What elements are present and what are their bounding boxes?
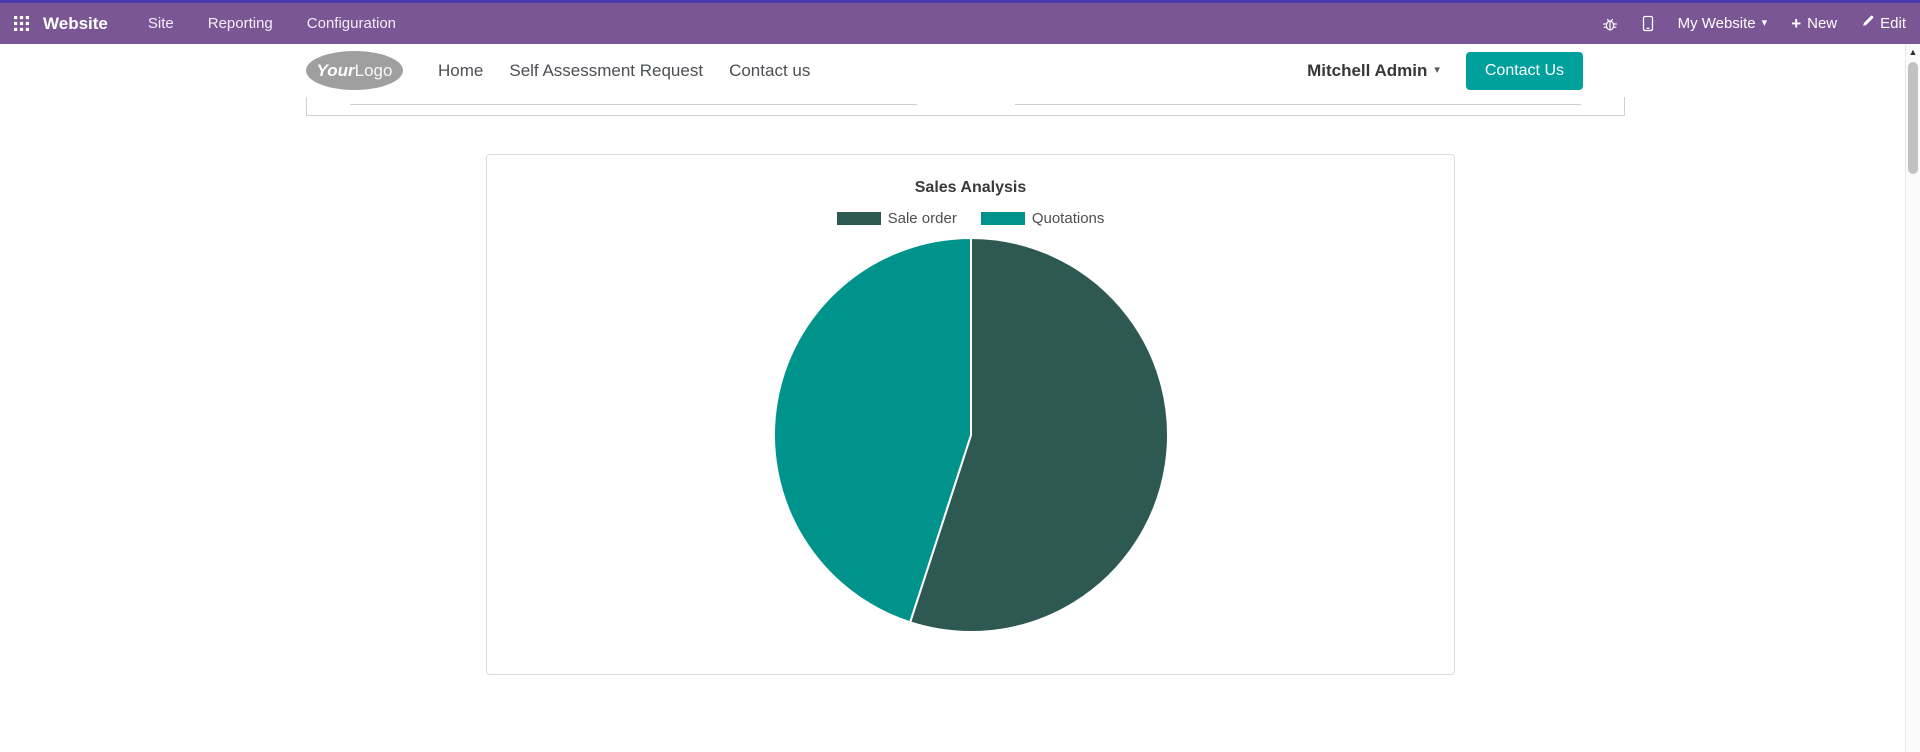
contact-us-button[interactable]: Contact Us	[1465, 51, 1583, 90]
website-header: Your Logo Home Self Assessment Request Co…	[0, 44, 1905, 97]
scrollbar-thumb[interactable]	[1908, 62, 1918, 174]
pencil-icon	[1861, 15, 1874, 32]
odoo-topbar: Website Site Reporting Configuration My …	[0, 0, 1920, 44]
chart-legend: Sale order Quotations	[487, 210, 1454, 227]
user-menu[interactable]: Mitchell Admin ▾	[1307, 61, 1440, 81]
nav-contact-us[interactable]: Contact us	[729, 60, 811, 80]
legend-item-quotations[interactable]: Quotations	[980, 210, 1105, 227]
website-switcher-label: My Website	[1677, 15, 1756, 32]
topbar-right: My Website ▾ + New Edit	[1602, 15, 1906, 32]
pie-slice-sale-order[interactable]	[908, 237, 1169, 633]
new-button[interactable]: + New	[1791, 15, 1837, 32]
menu-configuration[interactable]: Configuration	[306, 15, 397, 32]
pie-chart	[772, 237, 1169, 633]
app-brand[interactable]: Website	[43, 13, 108, 33]
nav-self-assessment-request[interactable]: Self Assessment Request	[509, 60, 704, 80]
header-right: Mitchell Admin ▾ Contact Us	[1307, 44, 1583, 97]
website-switcher[interactable]: My Website ▾	[1678, 15, 1768, 32]
edit-button[interactable]: Edit	[1861, 15, 1906, 32]
scrolled-form-remnant	[306, 97, 1625, 116]
logo-text-secondary: Logo	[354, 60, 393, 80]
legend-swatch-sale-order	[836, 212, 881, 225]
chart-title: Sales Analysis	[914, 179, 1027, 196]
site-nav: Home Self Assessment Request Contact us	[438, 44, 810, 97]
site-logo[interactable]: Your Logo	[306, 51, 403, 90]
new-button-label: New	[1807, 15, 1838, 32]
legend-swatch-quotations	[980, 212, 1025, 225]
vertical-scrollbar[interactable]: ▲	[1905, 44, 1920, 752]
topbar-menu: Site Reporting Configuration	[148, 15, 396, 32]
legend-item-sale-order[interactable]: Sale order	[836, 210, 957, 227]
sales-analysis-card: Sales Analysis Sale order Quotations	[486, 154, 1455, 675]
scroll-up-button[interactable]: ▲	[1906, 44, 1920, 60]
chevron-down-icon: ▾	[1434, 64, 1440, 76]
user-name: Mitchell Admin	[1307, 60, 1428, 80]
menu-site[interactable]: Site	[147, 15, 174, 32]
mobile-preview-icon[interactable]	[1642, 15, 1654, 32]
apps-grid-icon[interactable]	[14, 16, 29, 31]
debug-bug-icon[interactable]	[1602, 16, 1618, 32]
plus-icon: +	[1791, 14, 1802, 33]
pie-slice-quotations[interactable]	[772, 237, 972, 624]
chevron-down-icon: ▾	[1761, 17, 1768, 29]
edit-button-label: Edit	[1880, 15, 1906, 32]
logo-text-primary: Your	[316, 60, 355, 80]
form-field-underline	[1015, 104, 1581, 105]
nav-home[interactable]: Home	[438, 60, 484, 80]
topbar-left: Website Site Reporting Configuration	[14, 14, 396, 34]
legend-label: Sale order	[887, 210, 957, 227]
form-field-underline	[350, 104, 917, 105]
menu-reporting[interactable]: Reporting	[207, 15, 273, 32]
up-arrow-icon: ▲	[1908, 47, 1918, 57]
legend-label: Quotations	[1031, 210, 1105, 227]
